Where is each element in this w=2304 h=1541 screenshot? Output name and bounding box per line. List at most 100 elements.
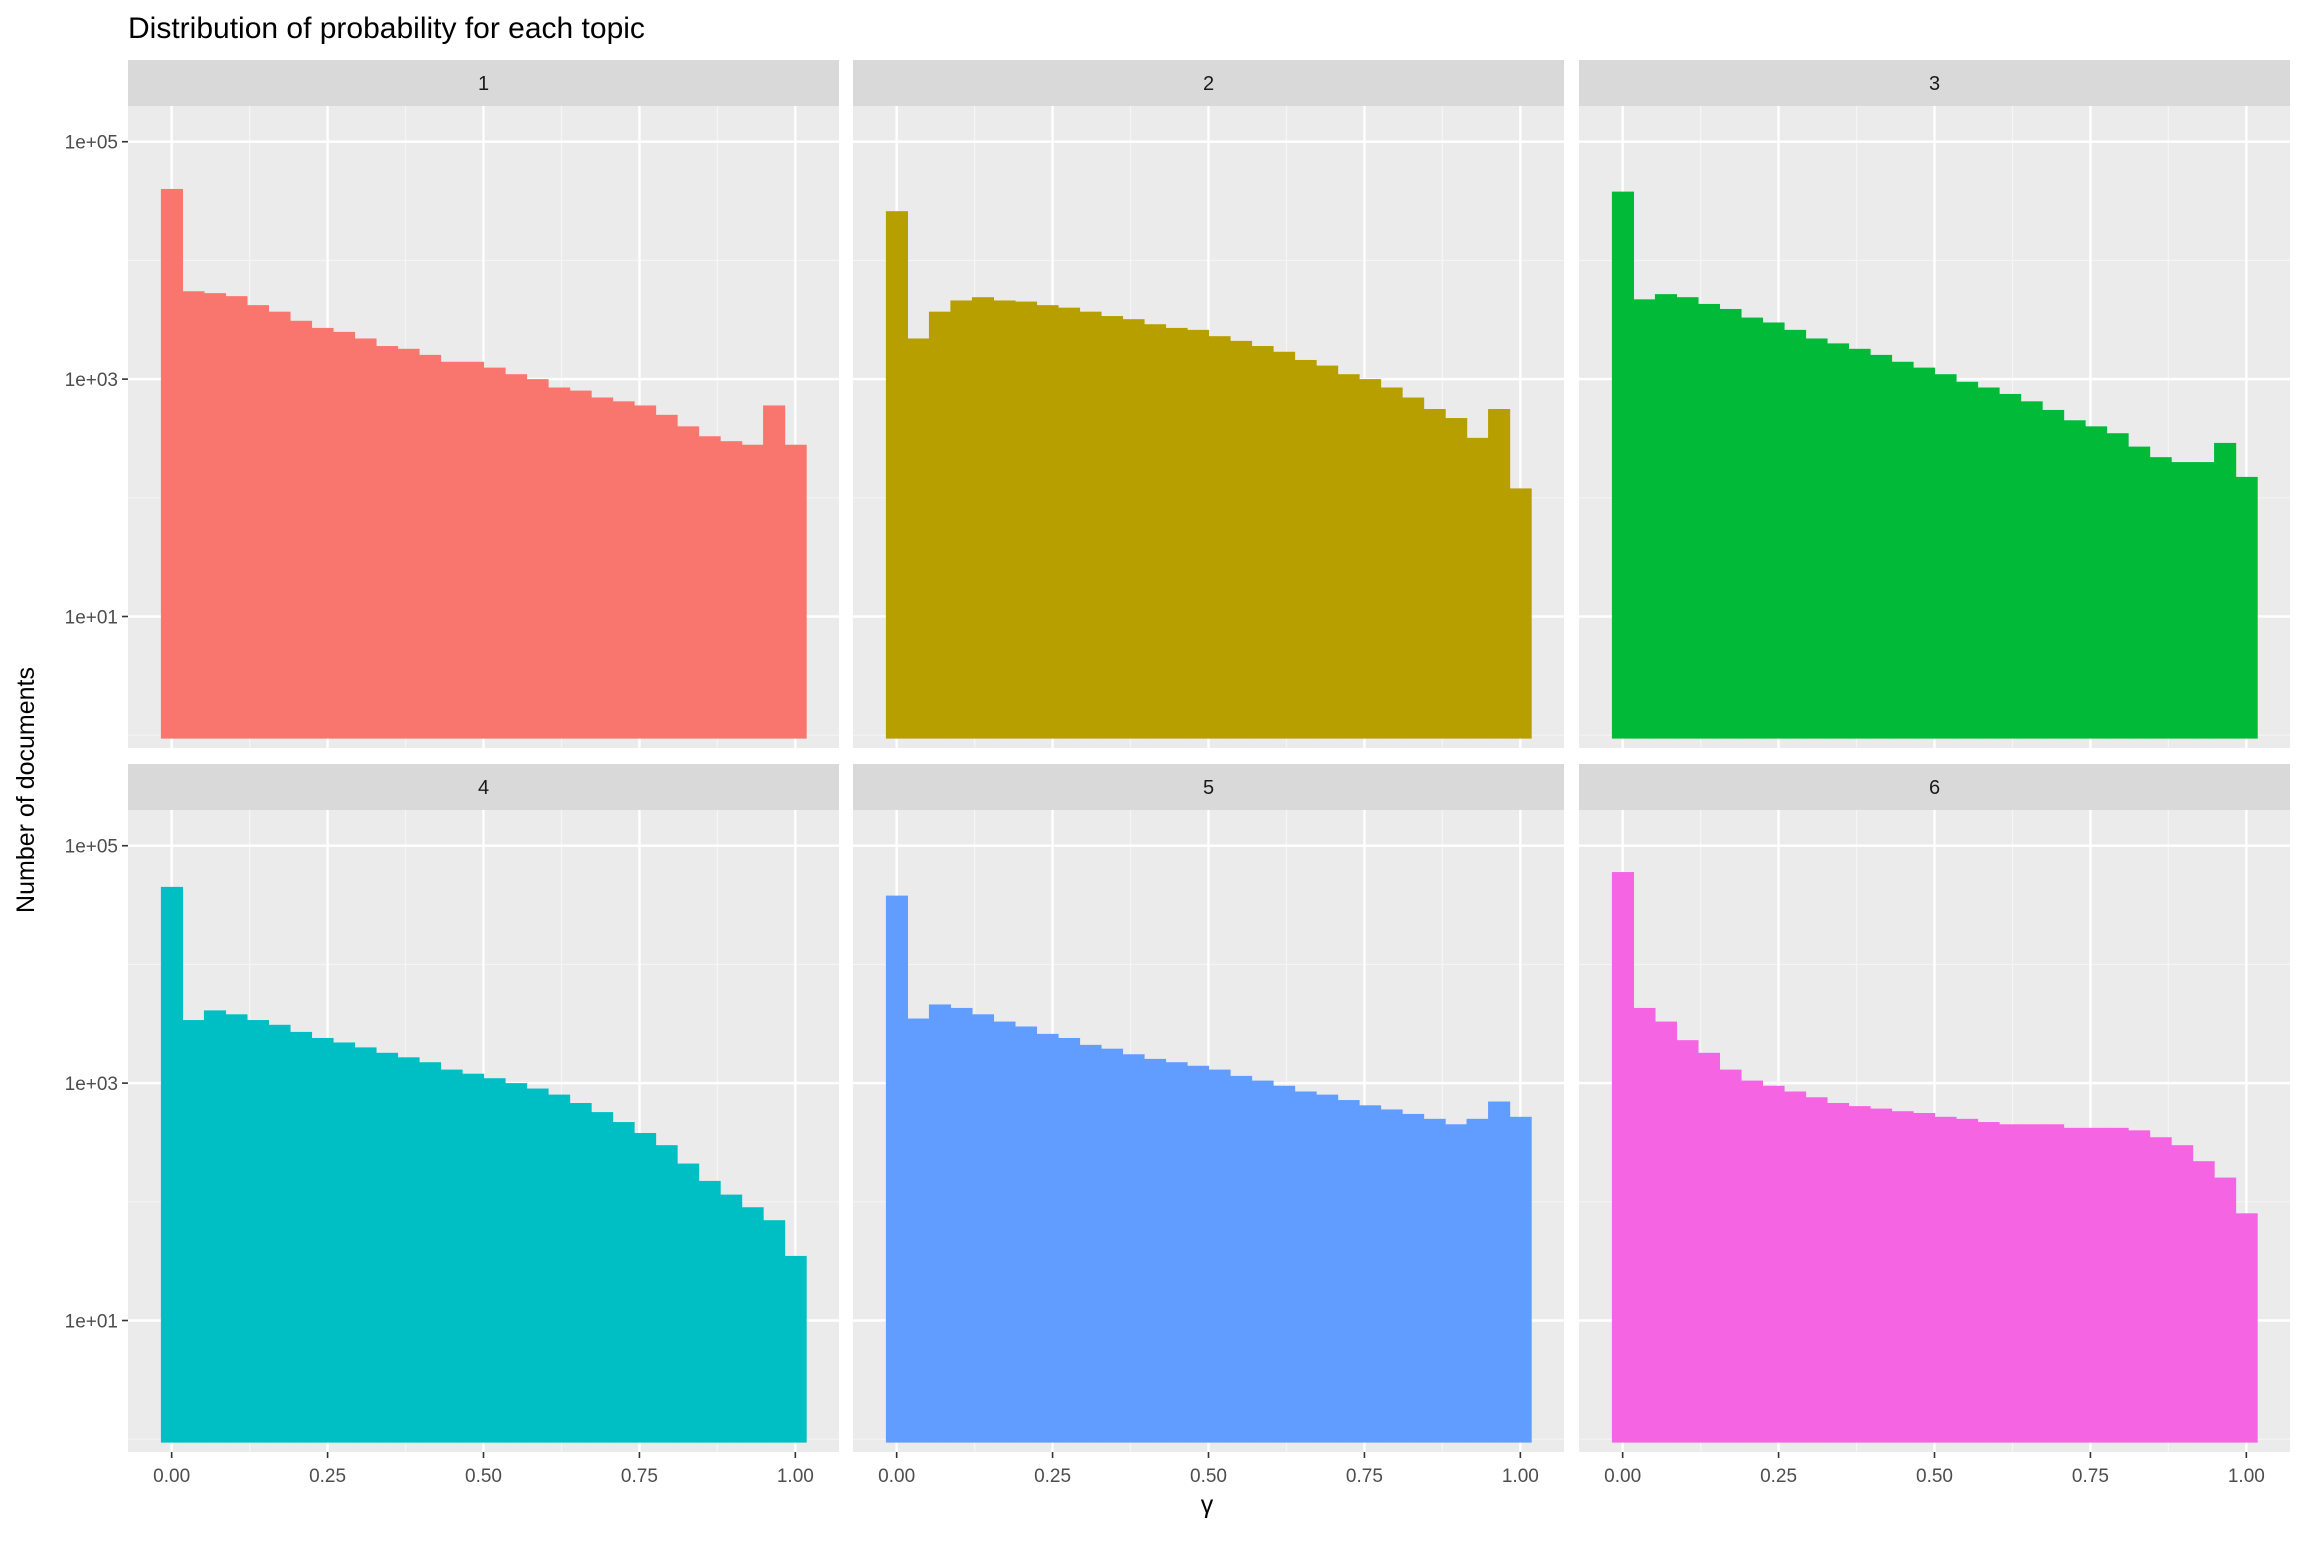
- chart-title: Distribution of probability for each top…: [128, 12, 645, 45]
- y-tick-label: 1e+03: [65, 1074, 118, 1095]
- histogram-bar: [440, 361, 463, 739]
- histogram-bar: [1999, 1124, 2022, 1443]
- histogram-bar: [1187, 1065, 1210, 1443]
- histogram-bar: [1719, 1069, 1742, 1443]
- histogram-bar: [1676, 297, 1699, 739]
- histogram-bar: [1633, 299, 1656, 739]
- histogram-bar: [332, 1042, 356, 1443]
- y-axis-title: Number of documents: [12, 667, 40, 913]
- facet-strip: [1579, 60, 2290, 106]
- histogram-bar: [1762, 322, 1785, 739]
- facet-panel-2: 2: [853, 60, 1564, 748]
- histogram-bar: [311, 327, 334, 739]
- x-tick-label: 1.00: [777, 1466, 814, 1487]
- histogram-bar: [375, 346, 399, 739]
- histogram-bar: [1337, 374, 1360, 739]
- histogram-bar: [971, 1014, 995, 1443]
- histogram-bar: [1783, 1091, 1807, 1443]
- histogram-bar: [1869, 1108, 1893, 1443]
- x-tick-label: 0.75: [2072, 1466, 2109, 1487]
- histogram-bar: [1079, 1044, 1102, 1443]
- histogram-bar: [1359, 379, 1382, 739]
- histogram-bar: [698, 1180, 721, 1443]
- x-tick-label: 0.75: [1346, 1466, 1383, 1487]
- histogram-bar: [483, 1078, 506, 1443]
- facet-strip: [853, 764, 1564, 810]
- histogram-bar: [2020, 1124, 2043, 1443]
- histogram-bar: [1999, 393, 2022, 739]
- histogram-bar: [677, 1163, 700, 1443]
- histogram-bar: [569, 390, 592, 739]
- histogram-bar: [397, 348, 420, 739]
- histogram-bar: [1676, 1040, 1699, 1443]
- histogram-bar: [1740, 1080, 1764, 1443]
- x-axis-title: γ: [1201, 1491, 1214, 1519]
- histogram-bar: [634, 405, 657, 739]
- histogram-bar: [160, 188, 184, 739]
- histogram-bar: [1977, 387, 2000, 739]
- histogram-bar: [698, 436, 721, 739]
- histogram-bar: [928, 311, 952, 739]
- histogram-bar: [1079, 311, 1102, 739]
- histogram-bar: [1826, 343, 1850, 739]
- histogram-bar: [225, 296, 248, 739]
- histogram-bar: [741, 444, 764, 739]
- histogram-bar: [2171, 1145, 2194, 1443]
- histogram-bar: [1057, 1037, 1081, 1443]
- histogram-bar: [1509, 1116, 1532, 1443]
- histogram-bar: [1654, 1021, 1678, 1443]
- facet-strip-label: 5: [1203, 777, 1214, 799]
- histogram-bar: [907, 1018, 930, 1443]
- histogram-bar: [1934, 374, 1957, 739]
- histogram-bar: [1057, 307, 1081, 739]
- histogram-bar: [1036, 1033, 1059, 1443]
- histogram-bar: [612, 1122, 635, 1443]
- histogram-bar: [885, 211, 909, 739]
- histogram-bar: [950, 300, 973, 739]
- histogram-bar: [928, 1004, 952, 1443]
- histogram-bar: [2042, 1124, 2065, 1443]
- histogram-bar: [1273, 351, 1296, 739]
- histogram-bar: [354, 338, 377, 739]
- histogram-bar: [548, 1094, 571, 1443]
- facet-strip: [128, 764, 839, 810]
- facet-panel-4: 4 1e+01 1e+03 1e+05 0.00 0.25 0.50 0.75 1.00: [65, 764, 839, 1487]
- histogram-bar: [246, 305, 270, 739]
- histogram-bar: [2106, 1127, 2129, 1443]
- histogram-bar: [268, 311, 291, 739]
- histogram-bar: [1165, 1062, 1188, 1443]
- histogram-bar: [182, 291, 205, 739]
- x-tick-label: 0.25: [309, 1466, 346, 1487]
- histogram-bar: [1805, 338, 1828, 739]
- x-tick-label: 0.75: [621, 1466, 658, 1487]
- y-tick-label: 1e+03: [65, 370, 118, 391]
- histogram-bar: [1697, 303, 1721, 739]
- histogram-bar: [1955, 1118, 1979, 1443]
- x-tick-label: 0.50: [1916, 1466, 1953, 1487]
- histogram-bar: [1143, 324, 1167, 739]
- histogram-bar: [182, 1020, 205, 1443]
- histogram-bar: [655, 414, 678, 739]
- histogram-bar: [311, 1037, 334, 1443]
- facet-panels: 1 1e+01 1e+03 1e+05 2 3 4 1e+01 1e+03 1e+05 0.00 0.…: [65, 60, 2290, 1487]
- histogram-bar: [569, 1102, 592, 1443]
- histogram-bar: [677, 426, 700, 739]
- histogram-bar: [462, 1073, 485, 1443]
- y-tick-label: 1e+01: [65, 1312, 118, 1333]
- facet-strip-label: 2: [1203, 73, 1214, 95]
- histogram-bar: [1805, 1097, 1828, 1443]
- histogram-bar: [1826, 1102, 1850, 1443]
- histogram-bar: [1316, 365, 1339, 739]
- histogram-bar: [1100, 1048, 1124, 1443]
- histogram-bar: [1913, 367, 1936, 739]
- histogram-bar: [1891, 1111, 1914, 1443]
- histogram-bar: [2192, 462, 2215, 739]
- histogram-bar: [612, 401, 635, 739]
- histogram-bar: [1697, 1052, 1721, 1443]
- histogram-bar: [1380, 1109, 1403, 1443]
- histogram-bar: [2149, 1137, 2172, 1443]
- histogram-bar: [332, 331, 356, 739]
- histogram-bar: [483, 367, 506, 739]
- histogram-bar: [1251, 1080, 1274, 1443]
